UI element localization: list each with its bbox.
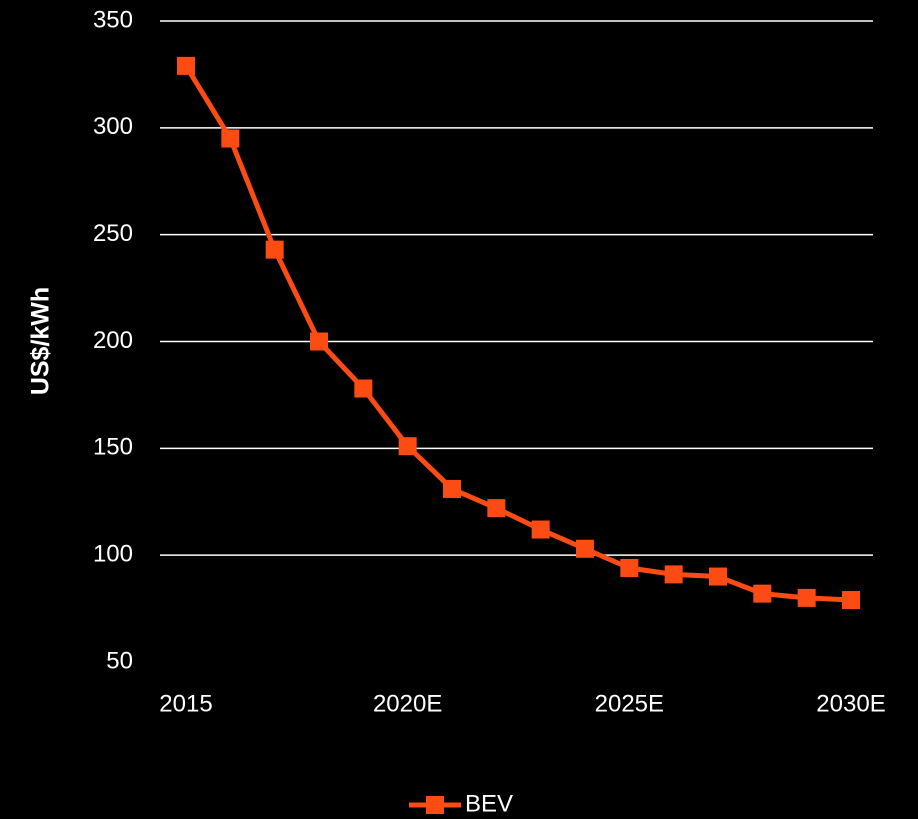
y-tick-label: 300	[93, 113, 133, 140]
point-marker	[177, 56, 195, 75]
point-marker	[221, 129, 240, 148]
y-tick-label: 150	[93, 434, 133, 461]
point-marker	[753, 584, 772, 603]
point-marker	[398, 437, 417, 456]
point-marker	[576, 539, 594, 558]
y-tick-label: 100	[93, 541, 133, 568]
point-marker	[620, 558, 639, 577]
point-marker	[797, 588, 816, 607]
x-tick-label: 2030E	[816, 690, 885, 717]
y-tick-label: 200	[93, 327, 133, 354]
x-tick-label: 2020E	[373, 690, 442, 717]
y-tick-label: 350	[93, 6, 133, 33]
y-tick-label: 50	[106, 647, 133, 674]
point-marker	[531, 520, 550, 539]
x-tick-label: 2015	[159, 690, 212, 717]
point-marker	[664, 565, 683, 584]
x-tick-label: 2025E	[595, 690, 664, 717]
point-marker	[709, 567, 727, 586]
point-marker	[443, 479, 461, 498]
point-marker	[310, 332, 328, 351]
legend-marker	[426, 796, 444, 814]
series-line	[183, 64, 852, 603]
y-tick-label: 250	[93, 220, 133, 247]
legend-label: BEV	[465, 790, 513, 817]
point-marker	[354, 379, 373, 398]
point-marker	[487, 499, 506, 518]
point-marker	[265, 240, 284, 259]
point-marker	[842, 591, 860, 610]
y-axis-label: US$/kWh	[27, 287, 55, 395]
